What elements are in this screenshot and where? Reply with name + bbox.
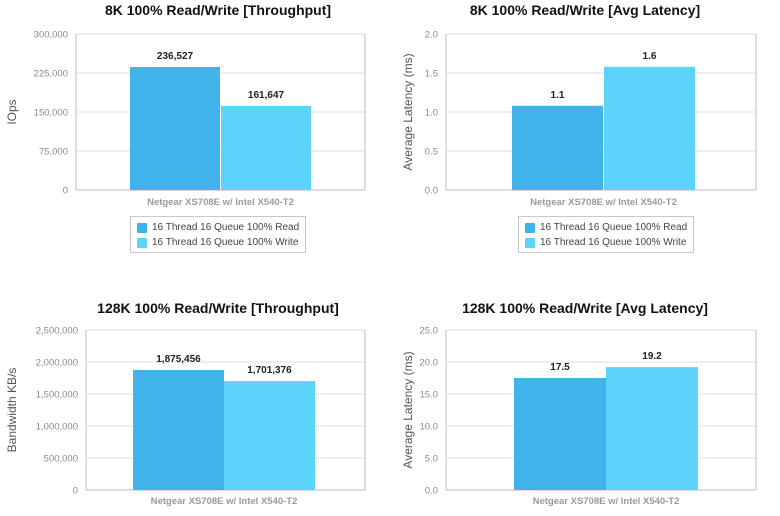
chart-1-category-label: Netgear XS708E w/ Intel X540-T2 — [147, 197, 294, 208]
chart-2-y-tick-label: 0.5 — [425, 147, 438, 158]
chart-1-bar-read — [130, 67, 220, 190]
chart-2-y-tick-label: 2.0 — [425, 30, 438, 41]
chart-3-y-tick-label: 500,000 — [44, 454, 78, 465]
chart-1-legend-item: 16 Thread 16 Queue 100% Write — [137, 235, 299, 250]
chart-2-y-tick-label: 1.5 — [425, 69, 438, 80]
chart-2-legend-item: 16 Thread 16 Queue 100% Read — [525, 220, 687, 235]
chart-4-y-axis-label: Average Latency (ms) — [401, 351, 415, 468]
chart-2-data-label-write: 1.6 — [643, 51, 657, 62]
chart-1-title: 8K 100% Read/Write [Throughput] — [105, 2, 331, 18]
chart-2-legend-label: 16 Thread 16 Queue 100% Write — [540, 237, 687, 248]
chart-2-bar-read — [512, 105, 603, 190]
chart-2-data-label-read: 1.1 — [551, 90, 565, 101]
chart-4-bar-write — [606, 367, 698, 490]
chart-4-y-tick-label: 10.0 — [420, 422, 439, 433]
chart-1-legend-label: 16 Thread 16 Queue 100% Write — [152, 237, 299, 248]
chart-3-data-label-write: 1,701,376 — [247, 365, 292, 376]
chart-3-y-tick-label: 2,000,000 — [36, 358, 78, 369]
chart-4-bar-read — [514, 378, 606, 490]
chart-3-y-tick-label: 1,000,000 — [36, 422, 78, 433]
chart-4-y-tick-label: 20.0 — [420, 358, 439, 369]
chart-3-y-tick-label: 2,500,000 — [36, 326, 78, 337]
chart-2-bar-write — [604, 66, 695, 190]
chart-1-y-tick-label: 225,000 — [34, 69, 68, 80]
chart-1-y-tick-label: 75,000 — [39, 147, 68, 158]
chart-1-y-tick-label: 300,000 — [34, 30, 68, 41]
chart-4-y-tick-label: 5.0 — [425, 454, 438, 465]
chart-2-title: 8K 100% Read/Write [Avg Latency] — [470, 2, 700, 18]
chart-3-y-tick-label: 0 — [73, 486, 78, 497]
chart-4-data-label-write: 19.2 — [642, 351, 662, 362]
chart-4-y-tick-label: 15.0 — [420, 390, 439, 401]
chart-2-y-axis-label: Average Latency (ms) — [401, 53, 415, 170]
chart-1-bar-write — [221, 105, 311, 190]
chart-4-y-tick-label: 25.0 — [420, 326, 439, 337]
chart-1-legend-swatch — [137, 237, 147, 248]
chart-1-legend: 16 Thread 16 Queue 100% Read 16 Thread 16… — [130, 216, 307, 253]
chart-1-data-label-write: 161,647 — [248, 90, 285, 101]
chart-1-legend-swatch — [137, 222, 147, 233]
chart-2-legend-label: 16 Thread 16 Queue 100% Read — [540, 222, 688, 233]
chart-4-y-tick-label: 0.0 — [425, 486, 438, 497]
chart-1-legend-label: 16 Thread 16 Queue 100% Read — [152, 222, 300, 233]
chart-4-category-label: Netgear XS708E w/ Intel X540-T2 — [533, 496, 680, 507]
chart-3-y-tick-label: 1,500,000 — [36, 390, 78, 401]
chart-3-data-label-read: 1,875,456 — [156, 354, 201, 365]
chart-2-y-tick-label: 0.0 — [425, 186, 438, 197]
chart-3-bar-read — [133, 369, 224, 490]
chart-3-y-axis-label: Bandwidth KB/s — [5, 368, 19, 453]
chart-1-y-axis-label: IOps — [5, 99, 19, 124]
chart-3-title: 128K 100% Read/Write [Throughput] — [97, 300, 339, 316]
chart-4-title: 128K 100% Read/Write [Avg Latency] — [462, 300, 708, 316]
chart-1-legend-item: 16 Thread 16 Queue 100% Read — [137, 220, 299, 235]
chart-2-legend-swatch — [525, 222, 535, 233]
chart-2-y-tick-label: 1.0 — [425, 108, 438, 119]
chart-4-data-label-read: 17.5 — [550, 362, 570, 373]
chart-1-data-label-read: 236,527 — [157, 51, 194, 62]
chart-3-bar-write — [224, 381, 315, 490]
chart-2-category-label: Netgear XS708E w/ Intel X540-T2 — [530, 197, 677, 208]
chart-2-legend-swatch — [525, 237, 535, 248]
chart-1-y-tick-label: 150,000 — [34, 108, 68, 119]
chart-2-legend: 16 Thread 16 Queue 100% Read 16 Thread 16… — [518, 216, 695, 253]
chart-2-legend-item: 16 Thread 16 Queue 100% Write — [525, 235, 687, 250]
chart-3-category-label: Netgear XS708E w/ Intel X540-T2 — [151, 496, 298, 507]
chart-1-y-tick-label: 0 — [63, 186, 68, 197]
